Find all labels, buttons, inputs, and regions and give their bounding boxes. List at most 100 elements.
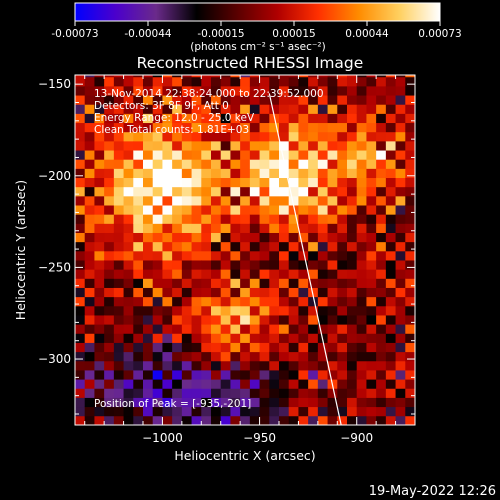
y-tick-label: −250 <box>38 260 71 274</box>
heatmap-cell <box>366 168 377 179</box>
heatmap-cell <box>376 287 387 298</box>
heatmap-cell <box>327 260 338 270</box>
heatmap-cell <box>133 195 144 206</box>
heatmap-cell <box>104 131 115 142</box>
heatmap-cell <box>143 85 154 96</box>
heatmap-cell <box>376 104 387 114</box>
heatmap-cell <box>249 76 260 87</box>
heatmap-cell <box>405 75 415 78</box>
heatmap-cell <box>356 186 367 197</box>
heatmap-cell <box>211 379 222 389</box>
heatmap-cell <box>249 379 260 389</box>
heatmap-cell <box>143 269 154 279</box>
heatmap-cell <box>104 351 115 362</box>
heatmap-cell <box>308 250 319 261</box>
heatmap-cell <box>279 388 290 398</box>
heatmap-cell <box>249 95 260 105</box>
heatmap-cell <box>269 278 280 288</box>
heatmap-cell <box>220 75 231 78</box>
heatmap-cell <box>279 223 290 233</box>
heatmap-cell <box>84 131 95 142</box>
heatmap-cell <box>172 186 183 197</box>
heatmap-cell <box>133 278 144 288</box>
heatmap-cell <box>84 406 95 417</box>
heatmap-cell <box>162 140 173 151</box>
heatmap-cell <box>366 250 377 261</box>
heatmap-cell <box>133 75 144 78</box>
heatmap-cell <box>288 342 299 353</box>
heatmap-cell <box>376 333 387 343</box>
heatmap-cell <box>162 397 173 408</box>
heatmap-cell <box>376 122 387 133</box>
heatmap-cell <box>133 388 144 398</box>
heatmap-cell <box>385 324 396 334</box>
heatmap-cell <box>240 241 251 252</box>
heatmap-cell <box>337 360 348 371</box>
heatmap-cell <box>308 278 319 288</box>
heatmap-cell <box>405 104 415 114</box>
heatmap-cell <box>288 131 299 142</box>
heatmap-cell <box>308 315 319 325</box>
heatmap-cell <box>385 131 396 142</box>
heatmap-cell <box>211 333 222 343</box>
heatmap-cell <box>162 95 173 105</box>
heatmap-cell <box>133 140 144 151</box>
heatmap-cell <box>84 113 95 124</box>
heatmap-cell <box>279 104 290 114</box>
heatmap-cell <box>75 205 86 215</box>
heatmap-cell <box>279 186 290 197</box>
heatmap-cell <box>269 296 280 307</box>
heatmap-cell <box>240 296 251 307</box>
heatmap-cell <box>123 177 134 188</box>
heatmap-cell <box>288 159 299 169</box>
heatmap-cell <box>376 241 387 252</box>
heatmap-cell <box>172 177 183 188</box>
heatmap-cell <box>337 131 348 142</box>
heatmap-cell <box>172 205 183 215</box>
heatmap-cell <box>376 388 387 398</box>
heatmap-cell <box>317 159 328 169</box>
heatmap-cell <box>75 232 86 243</box>
heatmap-cell <box>94 333 105 343</box>
heatmap-cell <box>405 351 415 362</box>
heatmap-cell <box>308 305 319 316</box>
heatmap-cell <box>347 113 358 124</box>
heatmap-cell <box>298 159 309 169</box>
heatmap-cell <box>288 122 299 133</box>
heatmap-cell <box>385 351 396 362</box>
heatmap-cell <box>220 205 231 215</box>
heatmap-cell <box>298 360 309 371</box>
heatmap-cell <box>308 360 319 371</box>
heatmap-cell <box>191 342 202 353</box>
heatmap-cell <box>376 159 387 169</box>
heatmap-cell <box>395 159 406 169</box>
heatmap-cell <box>143 250 154 261</box>
heatmap-cell <box>181 379 192 389</box>
heatmap-cell <box>75 342 86 353</box>
heatmap-cell <box>143 113 154 124</box>
heatmap-cell <box>104 415 115 425</box>
heatmap-cell <box>356 223 367 233</box>
heatmap-cell <box>220 305 231 316</box>
heatmap-cell <box>259 159 270 169</box>
heatmap-cell <box>405 278 415 288</box>
heatmap-cell <box>230 342 241 353</box>
heatmap-cell <box>317 342 328 353</box>
heatmap-cell <box>75 315 86 325</box>
heatmap-cell <box>385 315 396 325</box>
heatmap-cell <box>347 177 358 188</box>
heatmap-cell <box>308 333 319 343</box>
heatmap-cell <box>75 415 86 425</box>
heatmap-cell <box>220 186 231 197</box>
heatmap-cell <box>249 315 260 325</box>
heatmap-cell <box>376 379 387 389</box>
heatmap-cell <box>230 241 241 252</box>
heatmap-cell <box>123 113 134 124</box>
heatmap-cell <box>220 122 231 133</box>
heatmap-cell <box>152 177 163 188</box>
heatmap-cell <box>337 214 348 224</box>
heatmap-cell <box>259 75 270 78</box>
heatmap-cell <box>181 177 192 188</box>
heatmap-cell <box>75 351 86 362</box>
heatmap-cell <box>356 113 367 124</box>
